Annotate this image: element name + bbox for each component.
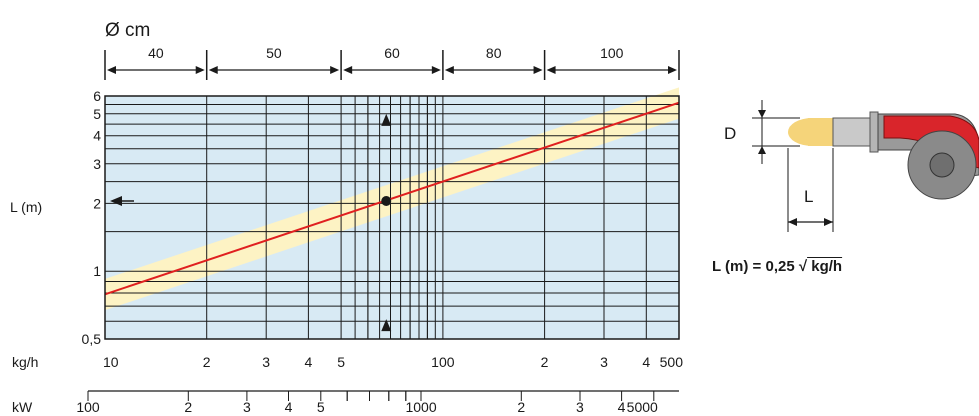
diameter-arrow-right: [668, 66, 677, 74]
example-arrow-up: [381, 113, 392, 126]
diameter-arrow-right: [330, 66, 340, 74]
series-line: [104, 101, 680, 296]
length-axis-label: L (m): [10, 199, 42, 215]
diameter-band-label: 40: [148, 45, 164, 61]
diameter-band-label: 60: [384, 45, 400, 61]
length-tick-label: 1: [93, 263, 101, 279]
length-axis: L (m) 0,5 1 2 3 4 5 6: [10, 88, 101, 347]
l-arrow-right: [824, 218, 833, 226]
l-label: L: [804, 187, 813, 206]
length-tick-label: 5: [93, 106, 101, 122]
diameter-axis: Ø cm 40 50 60 80 100: [104, 20, 680, 80]
kw-tick-label: 2: [184, 399, 192, 415]
length-tick-label: 3: [93, 156, 101, 172]
l-arrow-left: [788, 218, 797, 226]
kgh-tick-label: 4: [305, 354, 313, 370]
kw-tick-label: 100: [76, 399, 100, 415]
burner-illustration: D L: [724, 100, 979, 232]
diameter-band-label: 50: [266, 45, 282, 61]
kw-tick-label: 4: [285, 399, 293, 415]
example-point: [381, 196, 392, 207]
kw-tick-label: 3: [243, 399, 251, 415]
length-tick-label: 0,5: [82, 331, 102, 347]
d-arrow-top: [758, 110, 766, 118]
example-arrow-down: [381, 319, 392, 332]
kw-tick-label: 5000: [627, 399, 658, 415]
kgh-tick-label: 500: [660, 354, 684, 370]
flame-core: [808, 118, 836, 146]
diameter-band-label: 100: [600, 45, 624, 61]
kgh-tick-label: 3: [600, 354, 608, 370]
diameter-band-label: 80: [486, 45, 502, 61]
kgh-tick-label: 10: [103, 354, 119, 370]
kgh-tick-label: 5: [337, 354, 345, 370]
kw-tick-label: 5: [317, 399, 325, 415]
diameter-arrow-left: [343, 66, 353, 74]
kgh-axis: kg/h 10 2 3 4 5 100 2 3 4 500: [12, 354, 683, 370]
kgh-axis-label: kg/h: [12, 354, 38, 370]
example-marker: [110, 113, 392, 332]
length-tick-label: 6: [93, 88, 101, 104]
kw-tick-label: 4: [618, 399, 626, 415]
length-tick-label: 4: [93, 128, 101, 144]
kgh-tick-label: 100: [431, 354, 455, 370]
diameter-arrow-right: [533, 66, 543, 74]
formula-root: √: [798, 258, 808, 275]
diameter-arrow-right: [431, 66, 441, 74]
length-tick-label: 2: [93, 195, 101, 211]
kw-tick-label: 3: [576, 399, 584, 415]
fan-center: [929, 152, 955, 178]
kgh-tick-label: 3: [262, 354, 270, 370]
kgh-tick-label: 2: [541, 354, 549, 370]
kw-tick-label: 2: [517, 399, 525, 415]
kw-axis: kW 100 2 3 4 5 1000 2 3 4 5000: [12, 390, 679, 415]
series-lines: [104, 101, 680, 296]
flame-length-formula: L (m) = 0,25 √ kg/h: [712, 258, 842, 275]
diameter-arrow-left: [208, 66, 218, 74]
kgh-tick-label: 2: [203, 354, 211, 370]
example-arrow-left: [110, 196, 122, 207]
diameter-axis-label: Ø cm: [105, 20, 150, 41]
d-arrow-bottom: [758, 146, 766, 154]
kw-axis-label: kW: [12, 399, 33, 415]
tube-flange: [869, 111, 879, 153]
kgh-tick-label: 4: [642, 354, 650, 370]
diameter-arrow-left: [444, 66, 454, 74]
blast-tube: [832, 117, 874, 147]
diameter-arrow-left: [107, 66, 116, 74]
formula-suffix: kg/h: [807, 258, 843, 275]
formula-prefix: L (m) = 0,25: [712, 258, 799, 275]
axes: [104, 95, 680, 340]
diameter-arrow-left: [546, 66, 556, 74]
kw-tick-label: 1000: [405, 399, 436, 415]
d-label: D: [724, 124, 736, 143]
plot-border: [104, 95, 680, 340]
diameter-arrow-right: [195, 66, 205, 74]
